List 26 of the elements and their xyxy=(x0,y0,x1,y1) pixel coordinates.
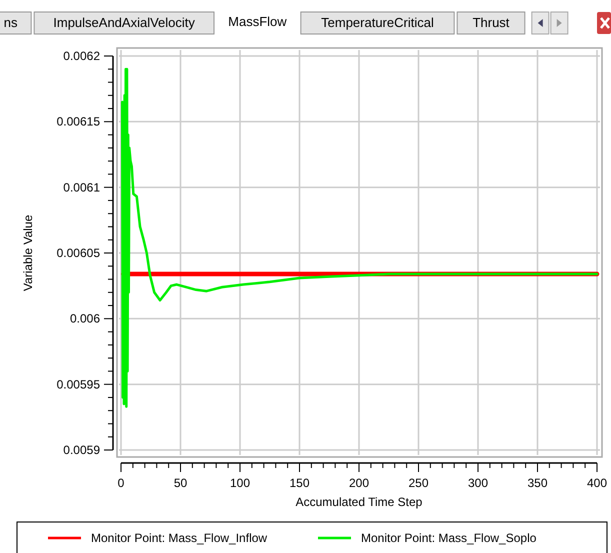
x-tick-label: 50 xyxy=(174,476,188,490)
x-tick-label: 400 xyxy=(586,476,608,490)
y-tick-label: 0.00605 xyxy=(56,246,100,260)
x-tick-label: 250 xyxy=(408,476,429,490)
y-tick-label: 0.006 xyxy=(70,312,100,326)
y-tick-label: 0.0062 xyxy=(63,49,100,63)
text: MassFlow xyxy=(228,14,288,29)
x-tick-label: 100 xyxy=(230,476,250,490)
x-tick-label: 150 xyxy=(289,476,310,490)
legend-label: Monitor Point: Mass_Flow_Inflow xyxy=(91,531,268,545)
legend-label: Monitor Point: Mass_Flow_Soplo xyxy=(361,531,537,545)
text: ns xyxy=(4,15,18,30)
x-axis-title: Accumulated Time Step xyxy=(296,495,423,509)
x-tick-label: 0 xyxy=(118,476,125,490)
text: ImpulseAndAxialVelocity xyxy=(53,15,196,30)
y-tick-label: 0.0061 xyxy=(63,180,100,194)
x-tick-label: 350 xyxy=(527,476,548,490)
x-tick-label: 200 xyxy=(348,476,370,490)
text: Thrust xyxy=(472,15,510,30)
x-tick-label: 300 xyxy=(468,476,488,490)
y-axis-title: Variable Value xyxy=(21,214,35,292)
y-tick-label: 0.00595 xyxy=(56,377,100,392)
line-series xyxy=(120,68,598,408)
y-tick-label: 0.00615 xyxy=(56,114,100,129)
y-tick-label: 0.0059 xyxy=(63,443,100,457)
text: TemperatureCritical xyxy=(321,15,434,30)
